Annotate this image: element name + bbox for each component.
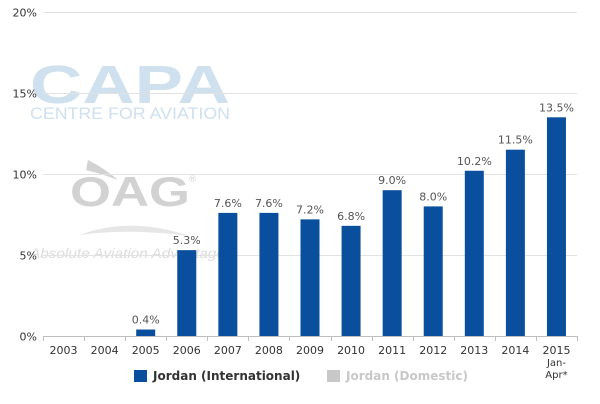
x-tick-label: 2009 bbox=[296, 344, 324, 357]
bar-2011 bbox=[382, 190, 402, 336]
x-tick-label: 2013 bbox=[460, 344, 488, 357]
x-tick-label: 2007 bbox=[214, 344, 242, 357]
data-label: 8.0% bbox=[419, 190, 447, 203]
bar-2008 bbox=[259, 212, 279, 336]
oag-registered-mark: ® bbox=[188, 175, 197, 185]
x-tick-label: 2008 bbox=[255, 344, 283, 357]
x-tick-label: 2010 bbox=[337, 344, 365, 357]
legend-swatch bbox=[327, 370, 340, 382]
x-tick-label: 2006 bbox=[173, 344, 201, 357]
x-tick-label: 2011 bbox=[378, 344, 406, 357]
bar-2009 bbox=[300, 219, 320, 336]
y-tick-label: 5% bbox=[20, 250, 37, 263]
y-tick-label: 10% bbox=[13, 169, 37, 182]
bar-2014 bbox=[505, 149, 525, 336]
data-label: 7.2% bbox=[296, 203, 324, 216]
capa-logo: CAPA bbox=[30, 55, 230, 115]
bar-2013 bbox=[464, 170, 484, 336]
axis-layer: 0% 5% 10% 15% 20% 2003 2004 2005 2006 2007 2008 200… bbox=[13, 7, 578, 381]
x-tick-label: 2004 bbox=[91, 344, 119, 357]
legend-label[interactable]: Jordan (Domestic) bbox=[345, 369, 468, 383]
data-label: 7.6% bbox=[255, 197, 283, 210]
legend-label[interactable]: Jordan (International) bbox=[152, 369, 300, 383]
data-label: 11.5% bbox=[498, 134, 533, 147]
bar-2010 bbox=[341, 225, 361, 336]
data-label: 0.4% bbox=[132, 314, 160, 327]
oag-light-beam-icon bbox=[80, 225, 190, 236]
x-tick-label: 2012 bbox=[419, 344, 447, 357]
bar-2006 bbox=[177, 250, 197, 336]
data-label: 13.5% bbox=[539, 101, 574, 114]
x-tick-label: 2005 bbox=[132, 344, 160, 357]
watermarks: CAPA CENTRE FOR AVIATION OAG ® Absolute … bbox=[29, 55, 230, 261]
data-label: 7.6% bbox=[214, 197, 242, 210]
x-tick-label: 2015 Jan-Apr* bbox=[542, 344, 570, 381]
y-tick-label: 0% bbox=[20, 331, 37, 344]
grid-layer bbox=[43, 12, 577, 256]
data-label: 9.0% bbox=[378, 174, 406, 187]
labels-layer: 0.4% 5.3% 7.6% 7.6% 7.2% 6.8% 9.0% 8.0% 10.2% 11.… bbox=[132, 101, 574, 326]
x-tick-label: 2014 bbox=[501, 344, 529, 357]
bar-2012 bbox=[423, 206, 443, 336]
y-tick-label: 15% bbox=[13, 88, 37, 101]
x-tick-label: 2003 bbox=[50, 344, 78, 357]
data-label: 6.8% bbox=[337, 210, 365, 223]
oag-tagline: Absolute Aviation Advantage bbox=[29, 245, 225, 261]
data-label: 10.2% bbox=[457, 155, 492, 168]
capa-subtitle: CENTRE FOR AVIATION bbox=[30, 104, 230, 123]
bars-layer bbox=[136, 117, 566, 336]
data-label: 5.3% bbox=[173, 234, 201, 247]
legend: Jordan (International) Jordan (Domestic) bbox=[134, 369, 468, 383]
oag-logo: OAG bbox=[70, 168, 190, 215]
y-tick-label: 20% bbox=[13, 7, 37, 20]
bar-2015 bbox=[546, 117, 566, 336]
bar-2005 bbox=[136, 329, 156, 336]
bar-2007 bbox=[218, 212, 238, 336]
legend-swatch bbox=[134, 370, 147, 382]
